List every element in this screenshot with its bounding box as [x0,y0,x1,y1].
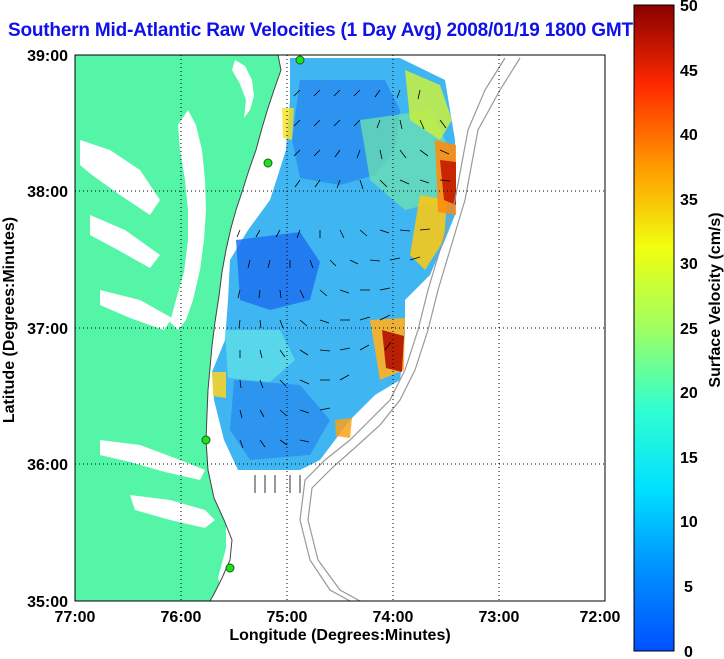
colorbar-tick-label: 45 [680,63,698,80]
bay-water [130,495,215,528]
x-tick-label: 72:00 [580,609,621,626]
x-tick-label: 73:00 [479,609,520,626]
y-tick-label: 38:00 [27,184,68,201]
bathymetry-contour [299,57,506,601]
chart-title: Southern Mid-Atlantic Raw Velocities (1 … [8,20,633,41]
x-tick-label: 74:00 [373,609,414,626]
velocity-field [212,58,456,493]
colorbar-tick-label: 40 [680,127,698,144]
colorbar-tick-label: 15 [680,450,698,467]
y-axis-label: Latitude (Degrees:Minutes) [1,217,18,423]
bay-water [232,60,254,118]
colorbar-tick-label: 30 [680,256,698,273]
plot-frame [74,54,606,602]
radar-site-marker [295,55,305,65]
x-tick-label: 77:00 [55,609,96,626]
x-axis: 77:00 76:00 75:00 74:00 73:00 72:00 Long… [55,609,621,644]
x-tick-label: 75:00 [267,609,308,626]
y-tick-label: 35:00 [27,594,68,611]
colorbar-tick-label: 50 [680,0,698,15]
colorbar-label: Surface Velocity (cm/s) [707,212,724,387]
bathymetry-contour [307,57,521,601]
bay-water [100,290,172,330]
colorbar: 50 45 40 35 30 25 20 15 10 5 0 Surface V… [633,0,724,659]
radar-site-marker [225,563,235,573]
x-tick-label: 76:00 [161,609,202,626]
coastline [205,55,282,601]
colorbar-tick-label: 5 [684,579,693,596]
bay-water [90,215,160,268]
colorbar-tick-label: 10 [680,514,698,531]
y-tick-label: 37:00 [27,321,68,338]
y-tick-label: 36:00 [27,457,68,474]
grid-lines [75,55,605,601]
colorbar-tick-label: 35 [680,192,698,209]
velocity-arrows [236,89,451,493]
radar-site-marker [263,158,273,168]
radar-site-marker [201,435,211,445]
y-axis: 39:00 38:00 37:00 36:00 35:00 Latitude (… [1,48,68,611]
bay-water [170,110,206,330]
y-tick-label: 39:00 [27,48,68,65]
colorbar-gradient [633,4,675,652]
colorbar-tick-label: 20 [680,385,698,402]
bay-water [80,140,160,215]
bay-water [100,440,205,480]
colorbar-tick-label: 25 [680,321,698,338]
colorbar-tick-label: 0 [684,644,693,659]
x-axis-label: Longitude (Degrees:Minutes) [229,627,450,644]
map-plot-area [75,55,605,601]
